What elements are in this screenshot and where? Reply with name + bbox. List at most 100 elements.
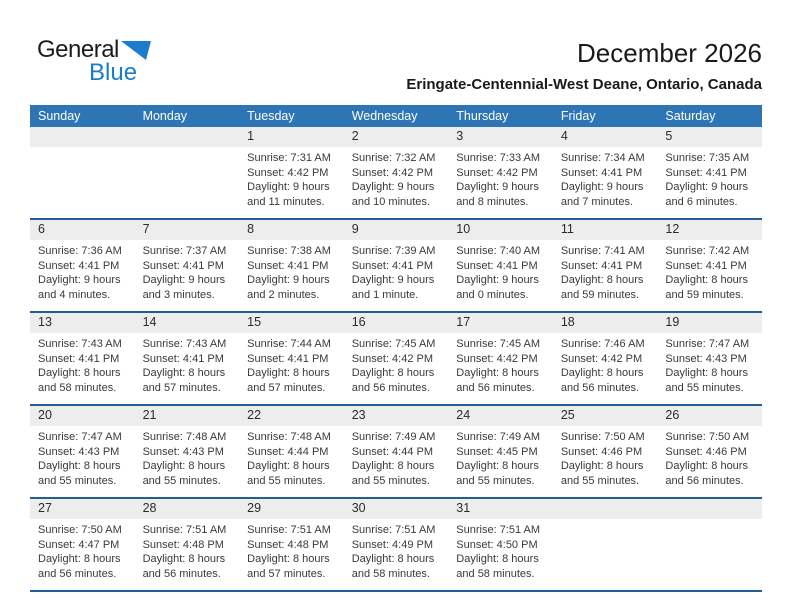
day-number: 16 (343, 313, 449, 333)
sun-info-line: Sunset: 4:46 PM (560, 445, 643, 458)
sun-info-line: Daylight: 9 hours and 0 minutes. (456, 274, 539, 301)
day-number: 28 (134, 499, 240, 519)
weekday-header-monday: Monday (142, 109, 188, 123)
day-number (134, 127, 240, 147)
day-number: 22 (239, 406, 344, 426)
sun-info-line: Daylight: 9 hours and 10 minutes. (351, 181, 435, 208)
calendar-grid: Sunday Monday Tuesday Wednesday Thursday… (30, 105, 762, 592)
day-cell-9: 9 Sunrise: 7:39 AM Sunset: 4:41 PM Daylight… (343, 220, 449, 311)
sun-info-line: Sunset: 4:42 PM (351, 352, 434, 365)
day-number: 30 (343, 499, 449, 519)
sun-info-line: Sunrise: 7:32 AM (351, 152, 436, 164)
sun-info: Sunrise: 7:42 AM Sunset: 4:41 PM Daylight:… (657, 240, 762, 302)
sun-info-line: Sunrise: 7:42 AM (665, 245, 750, 257)
day-number: 14 (134, 313, 240, 333)
sun-info: Sunrise: 7:40 AM Sunset: 4:41 PM Daylight:… (448, 240, 553, 302)
sun-info-line: Sunset: 4:41 PM (665, 166, 747, 179)
sun-info-line: Sunrise: 7:34 AM (560, 152, 645, 164)
weekday-header-wednesday: Wednesday (351, 109, 418, 123)
sun-info-line: Daylight: 8 hours and 57 minutes. (247, 553, 330, 580)
sun-info-line: Sunrise: 7:43 AM (142, 338, 227, 350)
sun-info-line: Sunrise: 7:44 AM (247, 338, 331, 350)
sun-info: Sunrise: 7:45 AM Sunset: 4:42 PM Daylight:… (448, 333, 553, 395)
week-row-1: 1 Sunrise: 7:31 AM Sunset: 4:42 PM Daylight… (30, 127, 762, 218)
day-cell-2: 2 Sunrise: 7:32 AM Sunset: 4:42 PM Daylight… (343, 127, 449, 218)
sun-info-line: Daylight: 8 hours and 56 minutes. (351, 367, 435, 394)
sun-info: Sunrise: 7:45 AM Sunset: 4:42 PM Daylight:… (344, 333, 449, 395)
sun-info: Sunrise: 7:36 AM Sunset: 4:41 PM Daylight:… (30, 240, 135, 302)
sun-info-line: Sunset: 4:46 PM (665, 445, 747, 458)
sun-info-line: Daylight: 8 hours and 55 minutes. (247, 460, 330, 487)
sun-info: Sunrise: 7:47 AM Sunset: 4:43 PM Daylight:… (30, 426, 135, 488)
sun-info-line: Daylight: 8 hours and 55 minutes. (560, 460, 644, 487)
sun-info: Sunrise: 7:49 AM Sunset: 4:45 PM Daylight:… (448, 426, 553, 488)
day-cell-22: 22 Sunrise: 7:48 AM Sunset: 4:44 PM Dayligh… (239, 406, 344, 497)
day-number: 27 (30, 499, 135, 519)
day-number: 19 (657, 313, 762, 333)
sun-info: Sunrise: 7:44 AM Sunset: 4:41 PM Daylight:… (239, 333, 344, 395)
empty-day-cell (134, 127, 240, 218)
sun-info-line: Sunrise: 7:31 AM (247, 152, 331, 164)
day-cell-3: 3 Sunrise: 7:33 AM Sunset: 4:42 PM Daylight… (448, 127, 553, 218)
day-number (657, 499, 762, 519)
sun-info-line: Daylight: 8 hours and 56 minutes. (38, 553, 121, 580)
day-number: 15 (239, 313, 344, 333)
sun-info-line: Sunrise: 7:40 AM (456, 245, 541, 257)
day-cell-5: 5 Sunrise: 7:35 AM Sunset: 4:41 PM Daylight… (657, 127, 762, 218)
sun-info-line: Sunset: 4:41 PM (247, 259, 329, 272)
sun-info-line: Sunset: 4:44 PM (351, 445, 434, 458)
day-cell-17: 17 Sunrise: 7:45 AM Sunset: 4:42 PM Dayligh… (448, 313, 553, 404)
day-cell-14: 14 Sunrise: 7:43 AM Sunset: 4:41 PM Dayligh… (134, 313, 240, 404)
day-cell-15: 15 Sunrise: 7:44 AM Sunset: 4:41 PM Dayligh… (239, 313, 344, 404)
day-cell-19: 19 Sunrise: 7:47 AM Sunset: 4:43 PM Dayligh… (657, 313, 762, 404)
day-cell-16: 16 Sunrise: 7:45 AM Sunset: 4:42 PM Dayligh… (343, 313, 449, 404)
sun-info-line: Daylight: 8 hours and 55 minutes. (38, 460, 121, 487)
sun-info-line: Daylight: 8 hours and 55 minutes. (142, 460, 226, 487)
sun-info: Sunrise: 7:49 AM Sunset: 4:44 PM Daylight:… (344, 426, 449, 488)
day-cell-1: 1 Sunrise: 7:31 AM Sunset: 4:42 PM Daylight… (239, 127, 344, 218)
day-cell-27: 27 Sunrise: 7:50 AM Sunset: 4:47 PM Dayligh… (30, 499, 135, 590)
day-cell-12: 12 Sunrise: 7:42 AM Sunset: 4:41 PM Dayligh… (657, 220, 762, 311)
sun-info-line: Daylight: 8 hours and 56 minutes. (560, 367, 644, 394)
day-cell-13: 13 Sunrise: 7:43 AM Sunset: 4:41 PM Dayligh… (30, 313, 135, 404)
day-number: 24 (448, 406, 553, 426)
weekday-header-sunday: Sunday (38, 109, 81, 123)
sun-info-line: Sunrise: 7:47 AM (665, 338, 750, 350)
sun-info-line: Sunrise: 7:38 AM (247, 245, 331, 257)
day-cell-30: 30 Sunrise: 7:51 AM Sunset: 4:49 PM Dayligh… (343, 499, 449, 590)
sun-info: Sunrise: 7:48 AM Sunset: 4:44 PM Daylight:… (239, 426, 344, 488)
sun-info-line: Sunset: 4:42 PM (351, 166, 434, 179)
sun-info-line: Sunrise: 7:51 AM (456, 524, 541, 536)
day-cell-23: 23 Sunrise: 7:49 AM Sunset: 4:44 PM Dayligh… (343, 406, 449, 497)
weekday-header-saturday: Saturday (665, 109, 716, 123)
day-number: 29 (239, 499, 344, 519)
sun-info-line: Sunrise: 7:51 AM (142, 524, 227, 536)
day-number: 7 (134, 220, 240, 240)
sun-info-line: Sunset: 4:41 PM (456, 259, 538, 272)
day-cell-11: 11 Sunrise: 7:41 AM Sunset: 4:41 PM Dayligh… (552, 220, 658, 311)
sun-info-line: Sunrise: 7:33 AM (456, 152, 541, 164)
logo-text-blue: Blue (89, 59, 138, 86)
sun-info: Sunrise: 7:48 AM Sunset: 4:43 PM Daylight:… (135, 426, 240, 488)
day-cell-18: 18 Sunrise: 7:46 AM Sunset: 4:42 PM Dayligh… (552, 313, 658, 404)
day-number: 8 (239, 220, 344, 240)
day-number: 1 (239, 127, 344, 147)
sun-info: Sunrise: 7:50 AM Sunset: 4:46 PM Daylight:… (553, 426, 658, 488)
empty-day-cell (552, 499, 658, 590)
sun-info (553, 519, 658, 523)
sun-info-line: Sunrise: 7:49 AM (456, 431, 541, 443)
day-number: 20 (30, 406, 135, 426)
logo-text-general: General (37, 36, 119, 63)
sun-info-line: Sunset: 4:48 PM (142, 538, 224, 551)
sun-info-line: Sunset: 4:44 PM (247, 445, 329, 458)
sun-info-line: Daylight: 8 hours and 59 minutes. (665, 274, 748, 301)
sun-info-line: Sunrise: 7:50 AM (38, 524, 122, 536)
sun-info-line: Sunset: 4:42 PM (247, 166, 329, 179)
day-cell-4: 4 Sunrise: 7:34 AM Sunset: 4:41 PM Daylight… (552, 127, 658, 218)
sun-info-line: Sunset: 4:42 PM (560, 352, 643, 365)
sun-info-line: Sunrise: 7:43 AM (38, 338, 122, 350)
logo-triangle-icon (120, 41, 151, 66)
sun-info-line: Sunrise: 7:47 AM (38, 431, 122, 443)
sun-info-line: Sunrise: 7:41 AM (560, 245, 645, 257)
empty-day-cell (30, 127, 135, 218)
